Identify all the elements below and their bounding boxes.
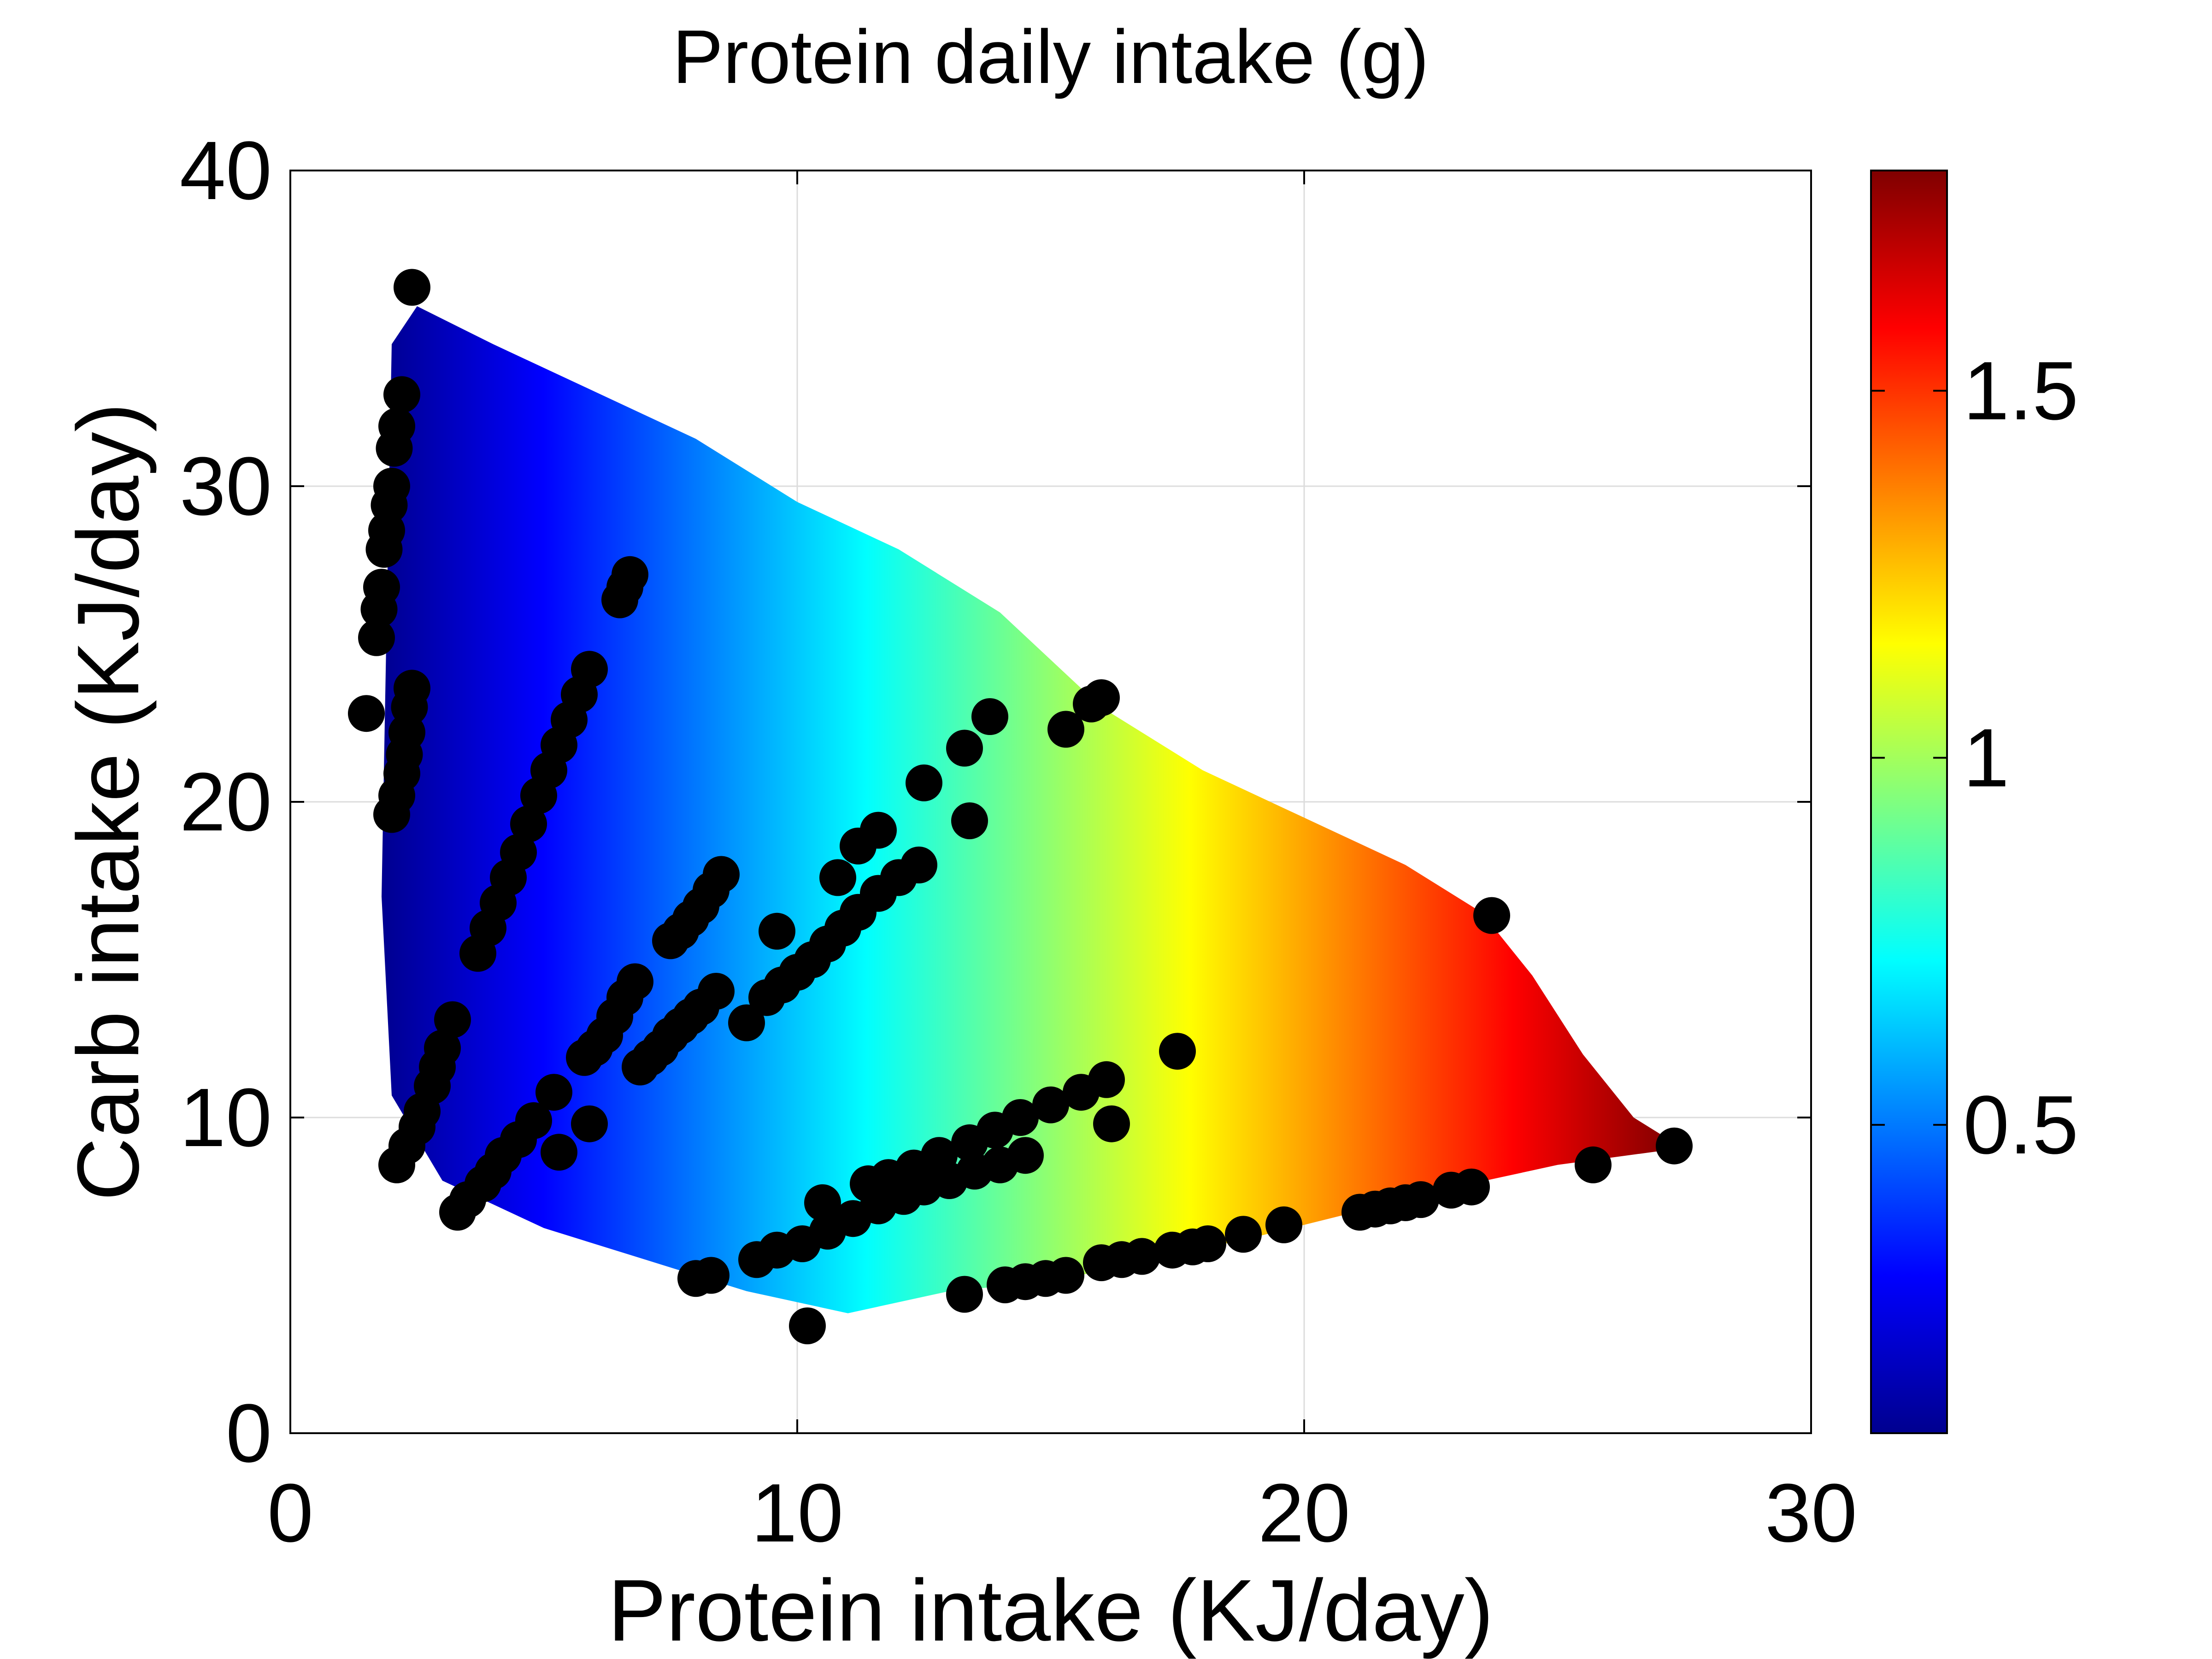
data-point — [1032, 1086, 1069, 1124]
data-point — [860, 812, 897, 849]
data-point — [348, 695, 385, 732]
data-point — [358, 619, 395, 656]
data-point — [819, 859, 856, 896]
data-point — [1047, 1257, 1084, 1294]
data-point — [571, 1105, 608, 1142]
x-tick-label: 20 — [1258, 1467, 1350, 1559]
data-point — [394, 269, 430, 306]
data-point — [748, 979, 785, 1016]
data-point — [1453, 1168, 1490, 1206]
data-point — [738, 1241, 775, 1278]
data-point — [1473, 897, 1510, 934]
x-tick-label: 0 — [267, 1467, 313, 1559]
data-point — [566, 1039, 603, 1076]
data-point — [693, 1257, 729, 1294]
colorbar-tick-label: 0.5 — [1963, 1079, 2078, 1171]
data-point — [946, 1276, 983, 1313]
data-point — [1189, 1225, 1226, 1262]
data-point — [789, 1307, 826, 1345]
y-tick-label: 30 — [180, 440, 272, 533]
data-point — [601, 581, 638, 618]
data-point — [1402, 1181, 1439, 1218]
data-point — [1047, 711, 1084, 748]
y-tick-label: 10 — [180, 1071, 272, 1164]
data-point — [622, 1048, 659, 1086]
data-point — [951, 1124, 988, 1161]
data-point — [1093, 1105, 1130, 1142]
data-point — [1124, 1238, 1160, 1275]
data-point — [652, 922, 689, 959]
data-point — [365, 531, 403, 568]
axis-ticks: 0 10 20 30 0 10 20 30 40 — [180, 124, 1857, 1559]
data-point — [383, 376, 420, 413]
data-point — [1159, 1033, 1196, 1070]
data-point — [376, 429, 413, 467]
data-point — [541, 1134, 577, 1171]
data-point — [1575, 1146, 1612, 1183]
y-tick-label: 0 — [226, 1387, 272, 1480]
x-tick-label: 30 — [1765, 1467, 1857, 1559]
data-point — [1083, 679, 1120, 716]
data-point — [459, 935, 496, 972]
data-point — [1265, 1206, 1302, 1243]
data-point — [373, 796, 410, 833]
data-point — [971, 698, 1008, 735]
data-point — [728, 1004, 765, 1041]
colorbar-ticks: 0.5 1 1.5 — [1871, 345, 2078, 1171]
x-tick-label: 10 — [751, 1467, 843, 1559]
data-point — [510, 805, 547, 842]
data-point — [759, 912, 795, 950]
y-tick-label: 20 — [180, 756, 272, 848]
data-point — [946, 729, 983, 767]
colorbar-tick-label: 1.5 — [1963, 345, 2078, 437]
y-tick-label: 40 — [180, 124, 272, 217]
data-point — [434, 1001, 471, 1038]
data-point — [520, 777, 557, 814]
data-point — [1225, 1216, 1262, 1253]
colorbar — [1870, 170, 1948, 1434]
x-axis-label: Protein intake (KJ/day) — [608, 1562, 1494, 1659]
data-point — [360, 591, 398, 628]
data-point — [1063, 1074, 1100, 1111]
data-point — [906, 764, 942, 801]
data-point — [439, 1194, 476, 1231]
scatter-points — [348, 269, 1693, 1345]
colorbar-tick-label: 1 — [1963, 712, 2009, 804]
chart-title: Protein daily intake (g) — [672, 14, 1429, 99]
data-point — [378, 1146, 415, 1183]
data-point — [535, 1074, 572, 1111]
y-axis-label: Carb intake (KJ/day) — [59, 403, 157, 1201]
data-point — [1656, 1127, 1693, 1165]
data-point — [804, 1184, 841, 1221]
data-point — [951, 802, 988, 840]
